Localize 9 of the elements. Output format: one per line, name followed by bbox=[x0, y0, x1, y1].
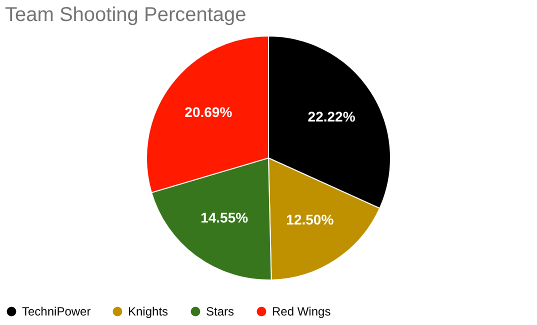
chart-title: Team Shooting Percentage bbox=[5, 4, 246, 26]
data-label: 22.22% bbox=[308, 108, 356, 124]
legend-label: Knights bbox=[128, 304, 168, 319]
legend-label: TechniPower bbox=[22, 304, 91, 319]
legend-label: Stars bbox=[206, 304, 234, 319]
data-label: 20.69% bbox=[184, 104, 233, 120]
data-label: 12.50% bbox=[286, 212, 334, 228]
legend-label: Red Wings bbox=[272, 304, 331, 319]
data-label: 14.55% bbox=[200, 210, 249, 226]
